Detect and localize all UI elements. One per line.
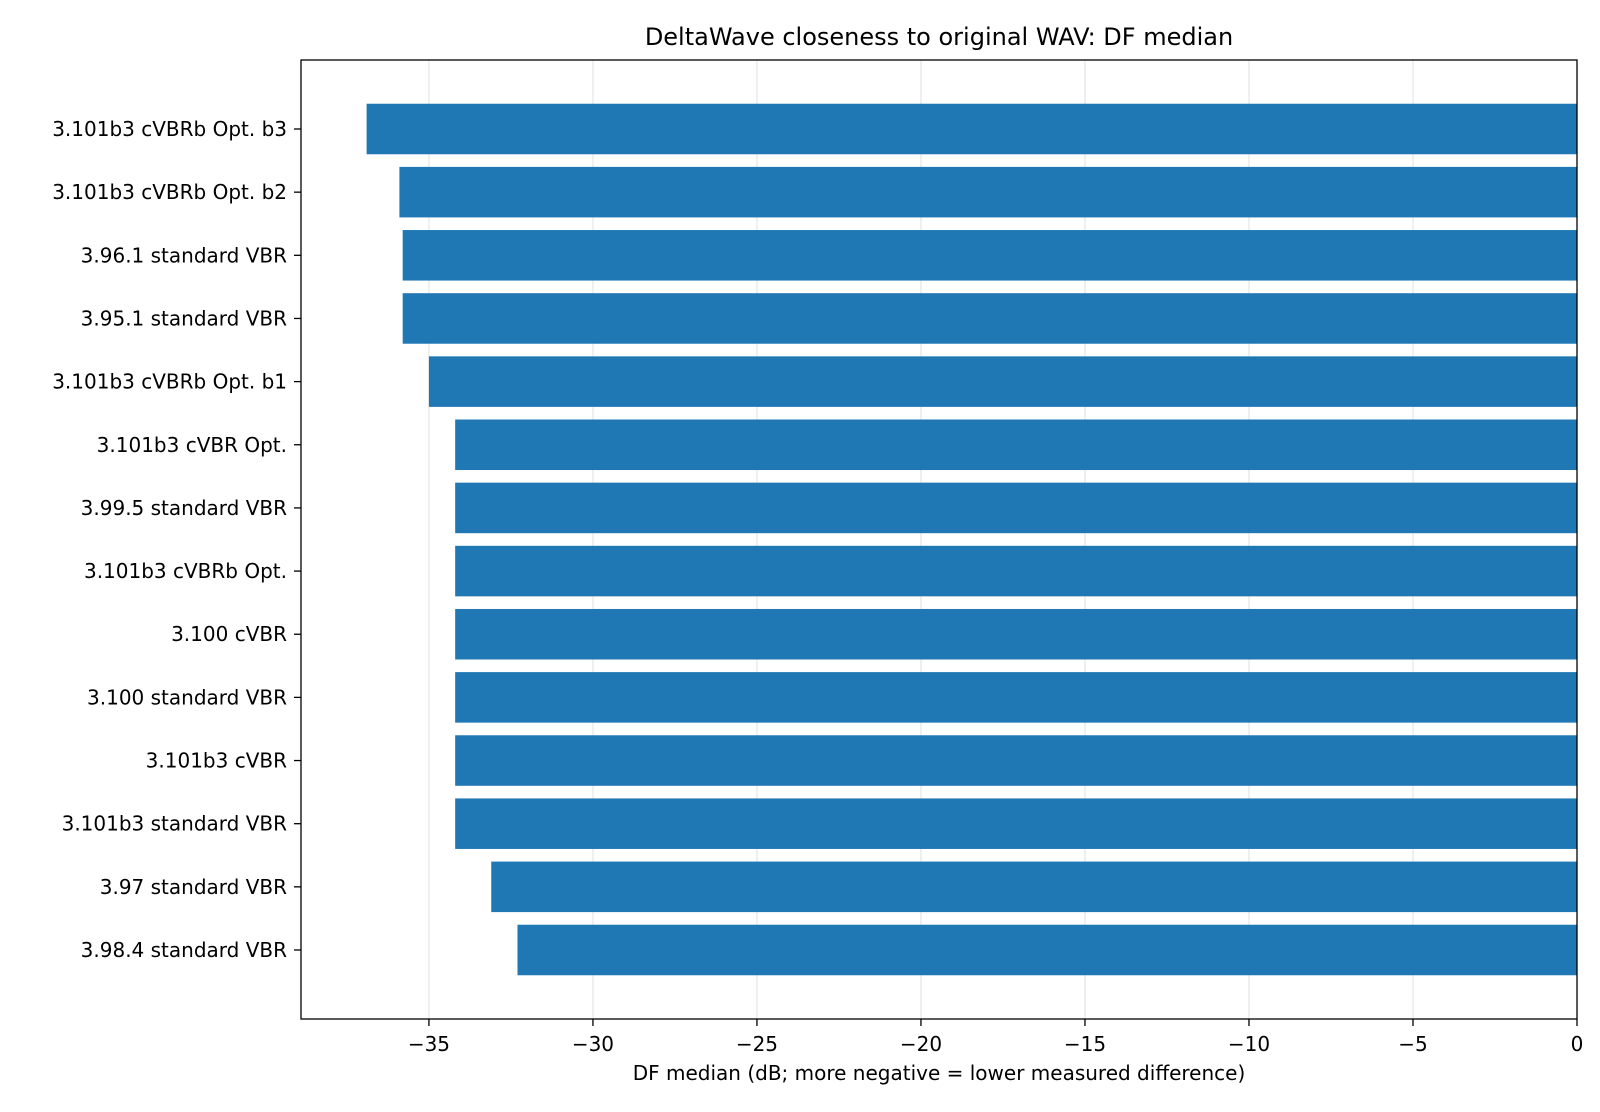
y-tick-label: 3.101b3 standard VBR: [62, 812, 288, 836]
y-tick-label: 3.101b3 cVBR: [146, 749, 287, 773]
y-tick-label: 3.100 cVBR: [171, 622, 287, 646]
chart-title: DeltaWave closeness to original WAV: DF …: [645, 23, 1233, 51]
x-tick-label: −15: [1064, 1032, 1106, 1056]
bar: [455, 545, 1577, 597]
bar: [428, 356, 1578, 407]
bar: [455, 735, 1577, 786]
x-tick-label: −35: [408, 1032, 450, 1056]
y-tick-label: 3.100 standard VBR: [87, 685, 287, 709]
y-tick-label: 3.97 standard VBR: [100, 875, 287, 899]
y-tick-label: 3.98.4 standard VBR: [81, 938, 287, 962]
bar: [455, 672, 1577, 723]
x-tick-label: −5: [1398, 1032, 1427, 1056]
x-tick-label: 0: [1571, 1032, 1584, 1056]
bar: [455, 482, 1577, 534]
x-tick-label: −30: [572, 1032, 614, 1056]
bar: [455, 608, 1577, 660]
y-tick-label: 3.101b3 cVBR Opt.: [97, 433, 287, 457]
y-tick-label: 3.101b3 cVBRb Opt. b3: [52, 117, 287, 141]
y-tick-label: 3.101b3 cVBRb Opt.: [84, 559, 287, 583]
grid-lines: [428, 60, 1578, 1019]
x-axis-label: DF median (dB; more negative = lower mea…: [633, 1061, 1246, 1085]
bar: [402, 230, 1577, 281]
x-axis-ticks: −35 −30 −25 −20 −15 −10 −5 0: [408, 1019, 1584, 1056]
bar: [517, 924, 1577, 976]
x-tick-label: −20: [900, 1032, 942, 1056]
bars: [366, 103, 1578, 976]
bar: [455, 419, 1577, 471]
bar: [399, 166, 1578, 218]
y-tick-label: 3.99.5 standard VBR: [81, 496, 287, 520]
y-tick-label: 3.95.1 standard VBR: [81, 306, 287, 330]
y-tick-label: 3.96.1 standard VBR: [81, 243, 287, 267]
y-tick-label: 3.101b3 cVBRb Opt. b2: [52, 180, 287, 204]
bar: [455, 798, 1577, 849]
bar: [402, 293, 1577, 344]
plot-frame: [300, 59, 1578, 1020]
x-tick-label: −10: [1228, 1032, 1270, 1056]
y-axis-ticks: 3.101b3 cVBRb Opt. b3 3.101b3 cVBRb Opt. …: [52, 117, 301, 962]
x-tick-label: −25: [736, 1032, 778, 1056]
y-tick-label: 3.101b3 cVBRb Opt. b1: [52, 370, 287, 394]
bar: [491, 861, 1577, 913]
bar: [366, 103, 1577, 155]
